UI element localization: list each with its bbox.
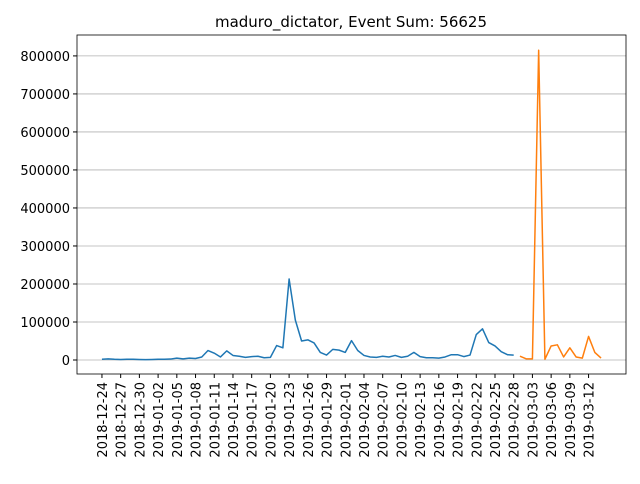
x-tick-label: 2019-02-22 — [470, 382, 485, 458]
x-tick-label: 2019-01-20 — [264, 382, 279, 458]
x-tick-label: 2019-02-19 — [452, 382, 467, 458]
plot-frame — [76, 34, 627, 375]
x-tick-label: 2019-02-16 — [433, 382, 448, 458]
x-tick-label: 2019-02-28 — [508, 382, 523, 458]
x-tick-label: 2019-01-05 — [171, 382, 186, 458]
x-tick-label: 2019-03-09 — [564, 382, 579, 458]
x-tick-label: 2018-12-30 — [133, 382, 148, 458]
x-tick-label: 2019-02-25 — [489, 382, 504, 458]
x-tick-label: 2019-02-13 — [414, 382, 429, 458]
x-tick-label: 2019-02-01 — [339, 382, 354, 458]
y-tick-label: 0 — [62, 354, 70, 369]
x-tick-label: 2019-01-26 — [302, 382, 317, 458]
x-tick-label: 2018-12-27 — [115, 382, 130, 458]
x-tick-label: 2019-03-06 — [545, 382, 560, 458]
data-line — [519, 49, 602, 360]
x-tick-label: 2018-12-24 — [96, 382, 111, 458]
y-tick-label: 700000 — [20, 88, 70, 103]
y-tick-label: 600000 — [20, 126, 70, 141]
chart-title: maduro_dictator, Event Sum: 56625 — [215, 13, 487, 32]
x-tick-label: 2019-02-10 — [395, 382, 410, 458]
x-tick-label: 2019-01-23 — [283, 382, 298, 458]
y-tick-label: 500000 — [20, 164, 70, 179]
data-line — [101, 278, 514, 361]
y-tick-label: 300000 — [20, 240, 70, 255]
x-tick-label: 2019-03-12 — [583, 382, 598, 458]
x-tick-label: 2019-01-02 — [152, 382, 167, 458]
y-tick-label: 400000 — [20, 202, 70, 217]
x-tick-label: 2019-02-07 — [377, 382, 392, 458]
x-tick-label: 2019-01-17 — [246, 382, 261, 458]
x-tick-label: 2019-01-29 — [321, 382, 336, 458]
x-tick-label: 2019-01-14 — [227, 382, 242, 458]
y-tick-label: 200000 — [20, 278, 70, 293]
y-tick-label: 800000 — [20, 50, 70, 65]
x-tick-label: 2019-01-08 — [190, 382, 205, 458]
x-tick-label: 2019-01-11 — [208, 382, 223, 458]
x-tick-label: 2019-02-04 — [358, 382, 373, 458]
x-tick-label: 2019-03-03 — [526, 382, 541, 458]
y-tick-label: 100000 — [20, 316, 70, 331]
